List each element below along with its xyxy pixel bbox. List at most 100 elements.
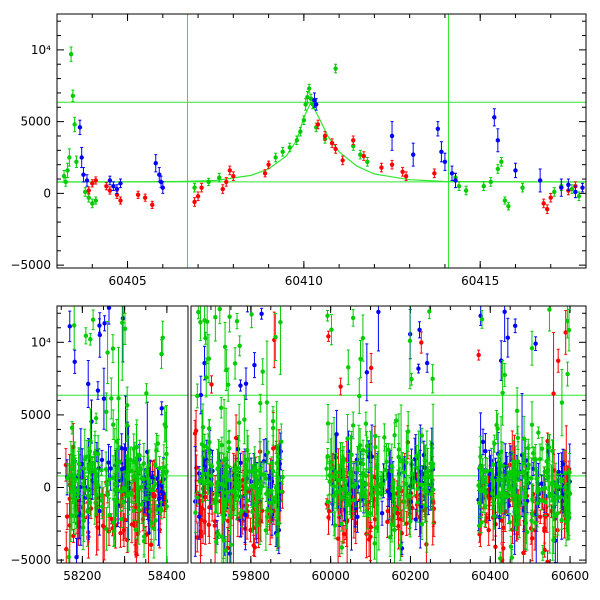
data-point [559,185,564,190]
data-point-group [492,108,497,127]
data-point-group [258,393,263,413]
data-point [110,475,116,481]
data-point [195,495,200,500]
data-point [223,548,229,553]
data-point-group [243,367,249,400]
data-point [310,102,315,107]
data-point [64,546,69,552]
data-point-group [404,511,409,536]
data-point [124,403,130,408]
data-point [529,536,535,541]
data-point [366,537,372,542]
data-point-group [193,410,199,452]
data-point-group [142,193,148,202]
data-point [417,327,422,333]
data-point [243,381,249,386]
data-point-group [88,332,93,346]
data-point [488,179,493,185]
data-point [93,416,99,421]
data-point [400,169,405,175]
data-point [119,516,124,522]
data-point-group [232,347,238,380]
data-point-group [114,457,120,480]
data-point [107,188,113,193]
data-point [159,406,164,411]
data-point-group [76,447,82,495]
data-point-group [69,500,75,531]
data-point [520,185,525,190]
data-point-group [198,516,204,556]
data-point [301,117,307,123]
data-point-group [77,119,83,136]
data-point [396,524,401,529]
data-point [120,320,125,325]
data-point-group [301,115,307,125]
data-point-group [74,537,79,563]
data-point-group [368,521,374,533]
data-point-group [294,135,300,146]
data-point [266,162,271,167]
data-point-group [403,171,409,181]
data-point [368,365,374,371]
data-point [196,309,201,315]
data-point [305,95,310,100]
data-point-group [105,481,111,508]
data-point [110,422,116,427]
data-point-group [278,432,283,471]
plot-frame [56,13,587,269]
data-point-group [97,312,102,358]
data-point [121,485,126,491]
data-point [505,335,511,340]
data-point [135,192,141,198]
data-point [566,182,571,187]
data-point-group [106,306,112,325]
data-point-group [117,445,122,479]
data-point [192,431,198,436]
data-point-group [86,192,91,203]
data-point [280,149,285,154]
data-point [104,526,109,532]
data-point-group [83,327,89,345]
data-point [463,188,469,193]
data-point [254,523,260,528]
data-point-group [340,155,345,166]
data-point [273,155,278,160]
data-point-group [151,480,157,493]
data-point [200,425,206,430]
data-point [133,527,138,533]
data-point [76,468,82,474]
data-point [160,335,165,340]
x-tick-label: 60415 [461,274,499,288]
data-point [231,173,236,179]
data-point-group [217,306,223,325]
data-point-group [270,406,276,437]
data-point [94,479,99,485]
data-point [160,491,166,496]
data-point-group [126,475,131,516]
data-point-group [145,456,151,501]
data-point [220,186,225,192]
data-point [386,473,392,479]
data-point-group [93,412,99,424]
data-point-group [219,397,224,419]
data-point [258,400,263,406]
data-point [195,393,200,399]
data-point [355,514,360,520]
data-point-group [118,178,123,189]
data-point [124,423,130,428]
data-point [111,184,116,189]
data-point [121,527,127,533]
data-point-group [107,497,112,533]
data-point-group [104,507,109,551]
data-point-group [160,181,165,194]
data-point [502,309,507,315]
data-point-group [499,157,504,167]
data-point-group [107,186,113,195]
data-point [419,340,424,345]
data-point [87,500,93,505]
data-point [118,181,123,186]
data-point [502,198,508,203]
data-point [100,523,106,529]
data-point [158,179,164,185]
data-point-group [520,182,525,193]
